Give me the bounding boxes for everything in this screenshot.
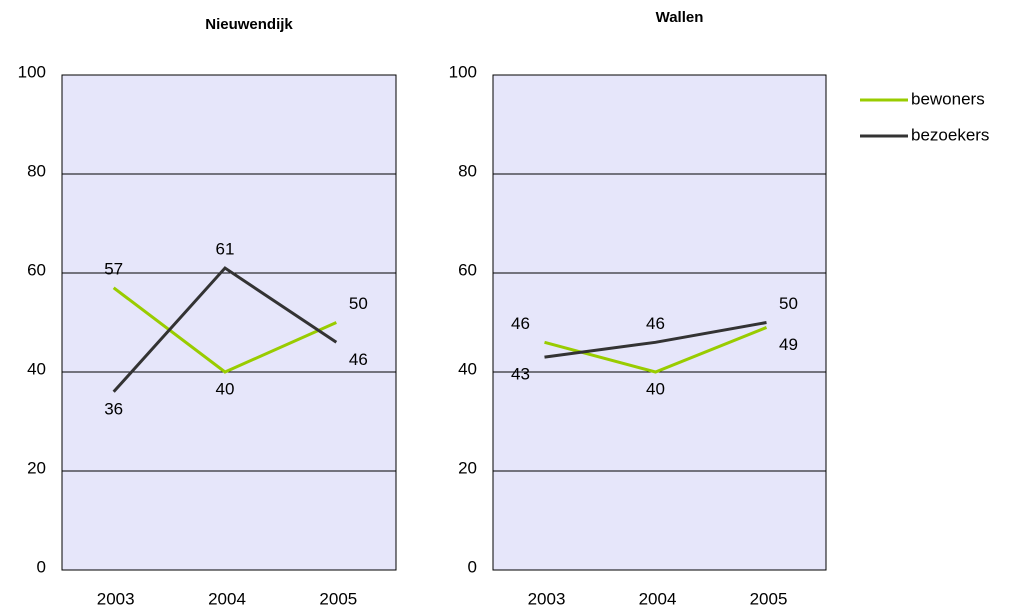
data-label: 46 (646, 314, 665, 333)
y-tick-label: 40 (458, 359, 477, 378)
y-tick-label: 100 (18, 62, 46, 81)
y-tick-label: 80 (458, 161, 477, 180)
data-label: 40 (646, 379, 665, 398)
x-tick-label: 2005 (750, 589, 788, 608)
x-tick-label: 2005 (319, 589, 357, 608)
y-tick-label: 20 (458, 458, 477, 477)
plot-area (61, 74, 397, 571)
data-label: 49 (779, 335, 798, 354)
data-label: 36 (104, 399, 123, 418)
chart-title: Nieuwendijk (205, 16, 293, 33)
y-tick-label: 0 (37, 557, 46, 576)
x-tick-label: 2003 (528, 589, 566, 608)
plot-area (492, 74, 827, 571)
y-tick-label: 100 (449, 62, 477, 81)
legend-label: bewoners (911, 89, 985, 108)
data-label: 61 (216, 240, 235, 259)
data-label: 43 (511, 365, 530, 384)
data-label: 40 (216, 379, 235, 398)
data-label: 46 (349, 350, 368, 369)
data-label: 46 (511, 314, 530, 333)
y-tick-label: 60 (458, 260, 477, 279)
x-tick-label: 2003 (97, 589, 135, 608)
y-tick-label: 60 (27, 260, 46, 279)
y-tick-label: 40 (27, 359, 46, 378)
data-label: 50 (349, 294, 368, 313)
legend-label: bezoekers (911, 125, 989, 144)
series-line (544, 321, 767, 359)
data-label: 50 (779, 294, 798, 313)
x-tick-label: 2004 (639, 589, 677, 608)
chart-title: Wallen (656, 9, 704, 26)
series-line (112, 286, 337, 374)
data-label: 57 (104, 259, 123, 278)
series-line (112, 266, 338, 393)
x-tick-label: 2004 (208, 589, 246, 608)
y-tick-label: 20 (27, 458, 46, 477)
y-tick-label: 80 (27, 161, 46, 180)
y-tick-label: 0 (468, 557, 477, 576)
